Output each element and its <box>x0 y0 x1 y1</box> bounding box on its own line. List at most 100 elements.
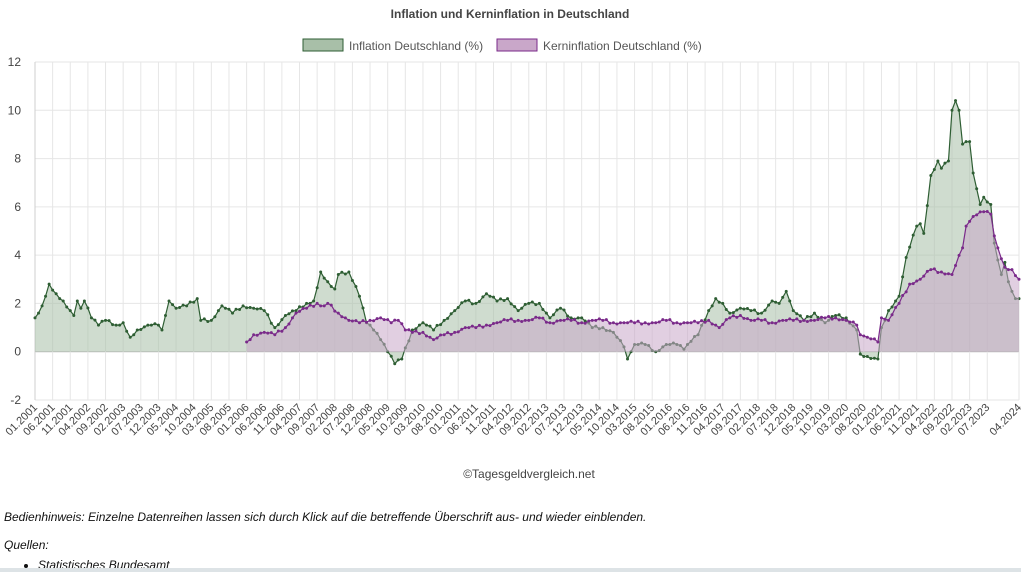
data-point-core-inflation <box>950 272 954 276</box>
data-point-core-inflation <box>551 321 555 325</box>
data-point-inflation <box>555 308 559 312</box>
legend-swatch-inflation[interactable] <box>302 38 344 52</box>
data-point-inflation <box>290 309 294 313</box>
data-point-inflation <box>583 319 587 323</box>
data-point-core-inflation <box>862 334 866 338</box>
data-point-core-inflation <box>400 322 404 326</box>
data-point-core-inflation <box>872 337 876 341</box>
data-point-core-inflation <box>682 321 686 325</box>
data-point-core-inflation <box>396 318 400 322</box>
data-point-core-inflation <box>707 318 711 322</box>
data-point-core-inflation <box>978 210 982 214</box>
legend-label-core-inflation[interactable]: Kerninflation Deutschland (%) <box>543 39 702 53</box>
data-point-inflation <box>174 306 178 310</box>
data-point-inflation <box>527 301 531 305</box>
data-point-inflation <box>396 358 400 362</box>
data-point-core-inflation <box>738 314 742 317</box>
data-point-core-inflation <box>703 320 707 324</box>
data-point-core-inflation <box>714 323 718 327</box>
data-point-core-inflation <box>280 329 284 333</box>
data-point-inflation <box>128 335 132 339</box>
data-point-core-inflation <box>728 316 732 320</box>
data-point-inflation <box>784 289 788 293</box>
legend-label-inflation[interactable]: Inflation Deutschland (%) <box>349 39 483 53</box>
data-point-core-inflation <box>918 277 922 281</box>
data-point-inflation <box>181 303 185 307</box>
data-point-core-inflation <box>830 317 834 321</box>
legend-swatch-core-inflation[interactable] <box>496 38 538 52</box>
data-point-core-inflation <box>774 321 778 325</box>
data-point-core-inflation <box>982 210 986 214</box>
data-point-core-inflation <box>901 293 905 297</box>
data-point-inflation <box>537 301 541 305</box>
data-point-inflation <box>463 299 467 303</box>
data-point-inflation <box>968 140 972 144</box>
data-point-inflation <box>93 318 97 322</box>
data-point-core-inflation <box>915 279 919 283</box>
x-axis: 01.200106.200111.200104.200209.200202.20… <box>4 402 1021 439</box>
data-point-inflation <box>231 311 235 315</box>
data-point-core-inflation <box>583 321 587 325</box>
data-point-core-inflation <box>266 331 270 335</box>
data-point-core-inflation <box>604 318 608 322</box>
data-point-core-inflation <box>382 318 386 322</box>
data-point-inflation <box>283 314 287 317</box>
data-point-inflation <box>439 323 443 327</box>
legend-item-inflation[interactable]: Inflation Deutschland (%) <box>302 38 483 53</box>
data-point-inflation <box>460 301 464 305</box>
data-point-core-inflation <box>329 303 333 307</box>
data-point-inflation <box>33 316 37 320</box>
data-point-inflation <box>192 300 196 304</box>
data-point-inflation <box>350 278 354 282</box>
data-point-core-inflation <box>520 320 524 324</box>
data-point-core-inflation <box>354 319 358 323</box>
data-point-inflation <box>703 318 707 322</box>
data-point-core-inflation <box>463 326 467 330</box>
data-point-inflation <box>717 300 721 304</box>
data-point-inflation <box>551 313 555 317</box>
data-point-core-inflation <box>968 219 972 223</box>
data-point-core-inflation <box>484 323 488 327</box>
data-point-core-inflation <box>897 301 901 305</box>
data-point-core-inflation <box>650 321 654 325</box>
data-point-core-inflation <box>943 272 947 276</box>
data-point-inflation <box>795 312 799 316</box>
data-point-inflation <box>305 301 309 305</box>
data-point-core-inflation <box>372 319 376 323</box>
data-point-inflation <box>435 323 439 327</box>
data-point-inflation <box>939 166 943 170</box>
data-point-inflation <box>788 299 792 303</box>
data-point-core-inflation <box>269 331 273 335</box>
data-point-inflation <box>315 286 319 290</box>
data-point-inflation <box>520 306 524 310</box>
data-point-core-inflation <box>477 323 481 327</box>
data-point-inflation <box>890 305 894 309</box>
data-point-inflation <box>834 314 838 317</box>
data-point-inflation <box>347 270 351 274</box>
data-point-core-inflation <box>721 322 725 326</box>
data-point-core-inflation <box>841 318 845 322</box>
data-point-inflation <box>125 329 129 333</box>
legend-item-core-inflation[interactable]: Kerninflation Deutschland (%) <box>496 38 702 53</box>
data-point-inflation <box>238 307 242 311</box>
data-point-core-inflation <box>255 333 259 337</box>
series-core-inflation <box>245 209 1021 352</box>
data-point-inflation <box>731 311 735 315</box>
data-point-inflation <box>280 318 284 322</box>
data-point-core-inflation <box>763 318 767 322</box>
data-point-core-inflation <box>760 318 764 322</box>
data-point-core-inflation <box>996 246 1000 250</box>
data-point-core-inflation <box>636 319 640 323</box>
data-point-core-inflation <box>1006 268 1010 272</box>
data-point-inflation <box>922 231 926 235</box>
data-point-core-inflation <box>696 321 700 325</box>
data-point-core-inflation <box>298 309 302 313</box>
data-point-inflation <box>449 312 453 316</box>
data-point-core-inflation <box>509 317 513 321</box>
data-point-core-inflation <box>925 269 929 273</box>
data-point-core-inflation <box>848 320 852 324</box>
data-point-inflation <box>223 306 227 310</box>
data-point-inflation <box>707 309 711 313</box>
data-point-inflation <box>721 301 725 305</box>
data-point-inflation <box>816 315 820 319</box>
